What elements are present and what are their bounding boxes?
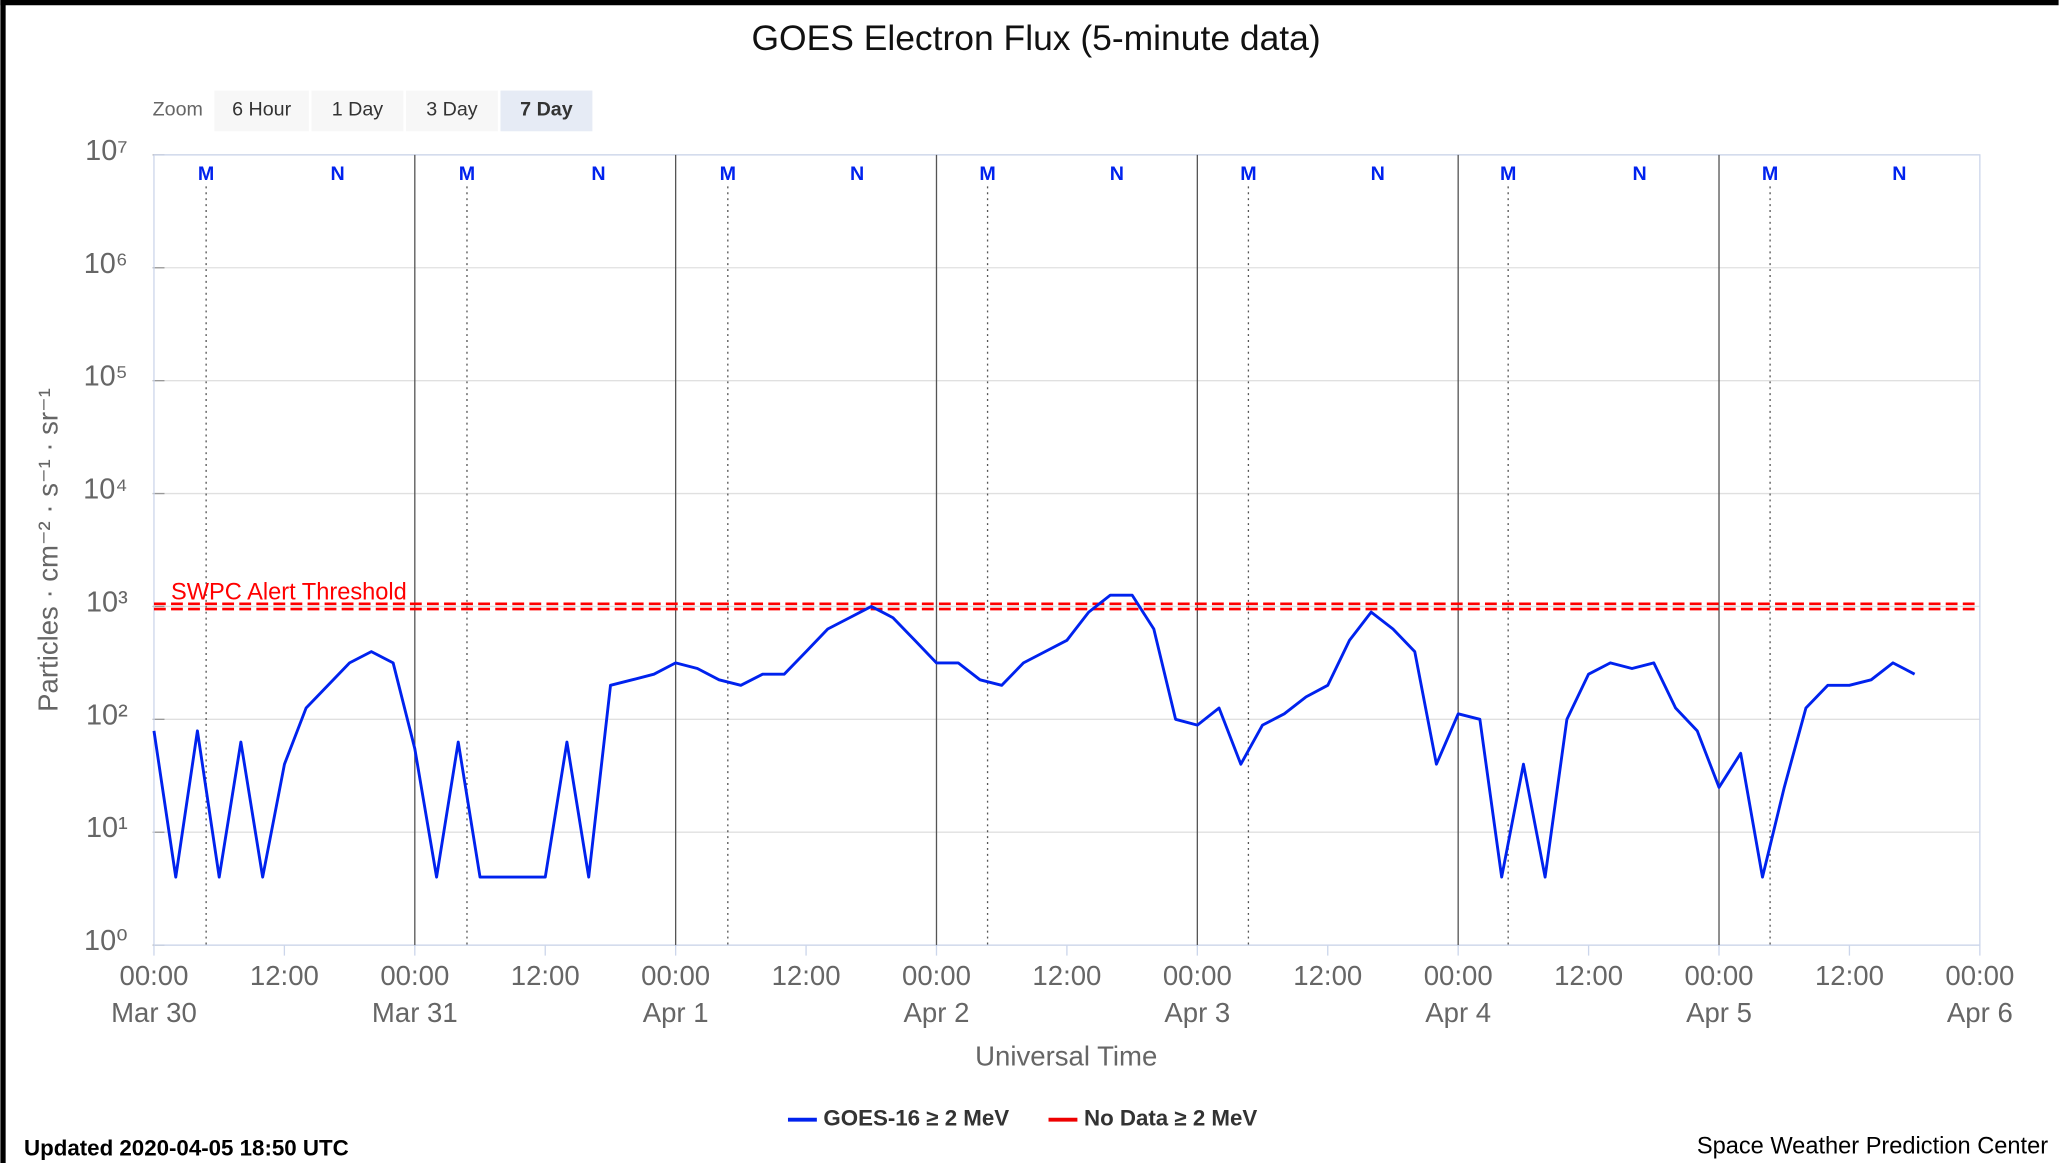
x-tick-label: 00:00 [902,960,971,991]
zoom-button[interactable] [311,90,404,132]
x-tick-date: Apr 3 [1164,997,1230,1028]
x-tick-date: Apr 4 [1425,997,1491,1028]
y-tick-label: 10³ [86,586,128,618]
frame-top [0,0,2059,6]
marker-label: N [591,163,605,185]
chart-title: GOES Electron Flux (5-minute data) [751,18,1320,58]
x-tick-date: Apr 1 [643,997,709,1028]
marker-label: N [331,163,345,185]
marker-label: N [1371,163,1385,185]
credit: Space Weather Prediction Center [1697,1133,2048,1159]
zoom-label: Zoom [153,98,203,120]
legend-label[interactable]: GOES-16 ≥ 2 MeV [823,1106,1009,1131]
x-tick-label: 12:00 [1032,960,1101,991]
marker-label: M [1500,163,1516,185]
zoom-button-label[interactable]: 1 Day [332,98,384,120]
zoom-button[interactable] [500,90,593,132]
marker-label: N [850,163,864,185]
x-tick-label: 00:00 [380,960,449,991]
y-tick-label: 10⁴ [83,474,128,506]
marker-label: N [1633,163,1647,185]
y-tick-label: 10⁰ [84,925,128,957]
marker-label: M [1762,163,1778,185]
y-tick-label: 10⁷ [85,135,128,167]
x-tick-label: 12:00 [1815,960,1884,991]
marker-label: M [979,163,995,185]
x-tick-date: Apr 2 [904,997,970,1028]
x-tick-label: 00:00 [119,960,188,991]
x-tick-date: Apr 6 [1947,997,2013,1028]
zoom-button[interactable] [214,90,309,132]
x-tick-label: 12:00 [1554,960,1623,991]
y-tick-label: 10⁵ [84,361,128,393]
y-axis-label: Particles · cm⁻² · s⁻¹ · sr⁻¹ [33,388,64,712]
x-tick-label: 12:00 [511,960,580,991]
x-tick-label: 12:00 [1293,960,1362,991]
zoom-button[interactable] [405,90,498,132]
zoom-button-label[interactable]: 6 Hour [232,98,291,120]
updated-note: Updated 2020-04-05 18:50 UTC [24,1136,349,1161]
marker-label: N [1110,163,1124,185]
marker-label: M [459,163,475,185]
x-tick-date: Mar 31 [372,997,458,1028]
x-tick-label: 12:00 [772,960,841,991]
x-tick-date: Apr 5 [1686,997,1752,1028]
marker-label: M [720,163,736,185]
x-tick-label: 00:00 [1945,960,2014,991]
x-tick-label: 00:00 [1163,960,1232,991]
frame-left [0,0,6,1163]
x-tick-label: 00:00 [641,960,710,991]
zoom-button-label[interactable]: 7 Day [520,98,573,120]
y-tick-label: 10² [86,699,128,731]
x-tick-label: 12:00 [250,960,319,991]
x-axis-label: Universal Time [975,1040,1157,1071]
series-line [152,593,1916,879]
x-tick-label: 00:00 [1685,960,1754,991]
marker-label: M [1240,163,1256,185]
x-tick-date: Mar 30 [111,997,197,1028]
zoom-button-label[interactable]: 3 Day [426,98,478,120]
y-tick-label: 10⁶ [84,248,128,280]
legend-label[interactable]: No Data ≥ 2 MeV [1084,1106,1257,1131]
marker-label: N [1892,163,1906,185]
threshold-label: SWPC Alert Threshold [171,580,407,606]
marker-label: M [198,163,214,185]
y-tick-label: 10¹ [86,812,128,844]
x-tick-label: 00:00 [1424,960,1493,991]
